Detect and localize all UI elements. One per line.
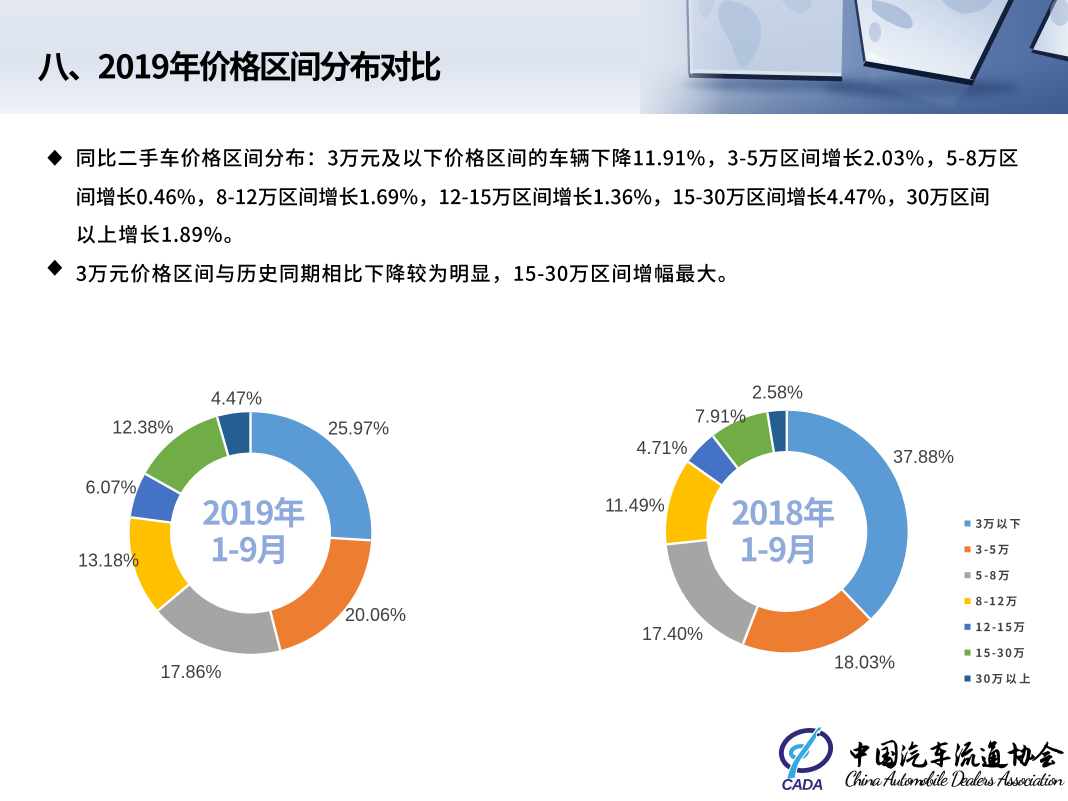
svg-text:37.88%: 37.88% xyxy=(893,447,954,467)
svg-text:20.06%: 20.06% xyxy=(345,605,406,625)
svg-text:2.58%: 2.58% xyxy=(752,382,803,402)
svg-text:7.91%: 7.91% xyxy=(695,407,746,427)
svg-text:4.71%: 4.71% xyxy=(637,438,688,458)
svg-text:6.07%: 6.07% xyxy=(86,477,137,497)
svg-text:25.97%: 25.97% xyxy=(328,419,389,439)
svg-text:17.86%: 17.86% xyxy=(161,662,222,682)
svg-text:4.47%: 4.47% xyxy=(211,389,262,409)
svg-text:11.49%: 11.49% xyxy=(605,496,665,516)
svg-text:13.18%: 13.18% xyxy=(78,550,139,570)
svg-text:12.38%: 12.38% xyxy=(112,418,173,438)
svg-text:18.03%: 18.03% xyxy=(834,653,895,673)
svg-text:17.40%: 17.40% xyxy=(642,624,703,644)
